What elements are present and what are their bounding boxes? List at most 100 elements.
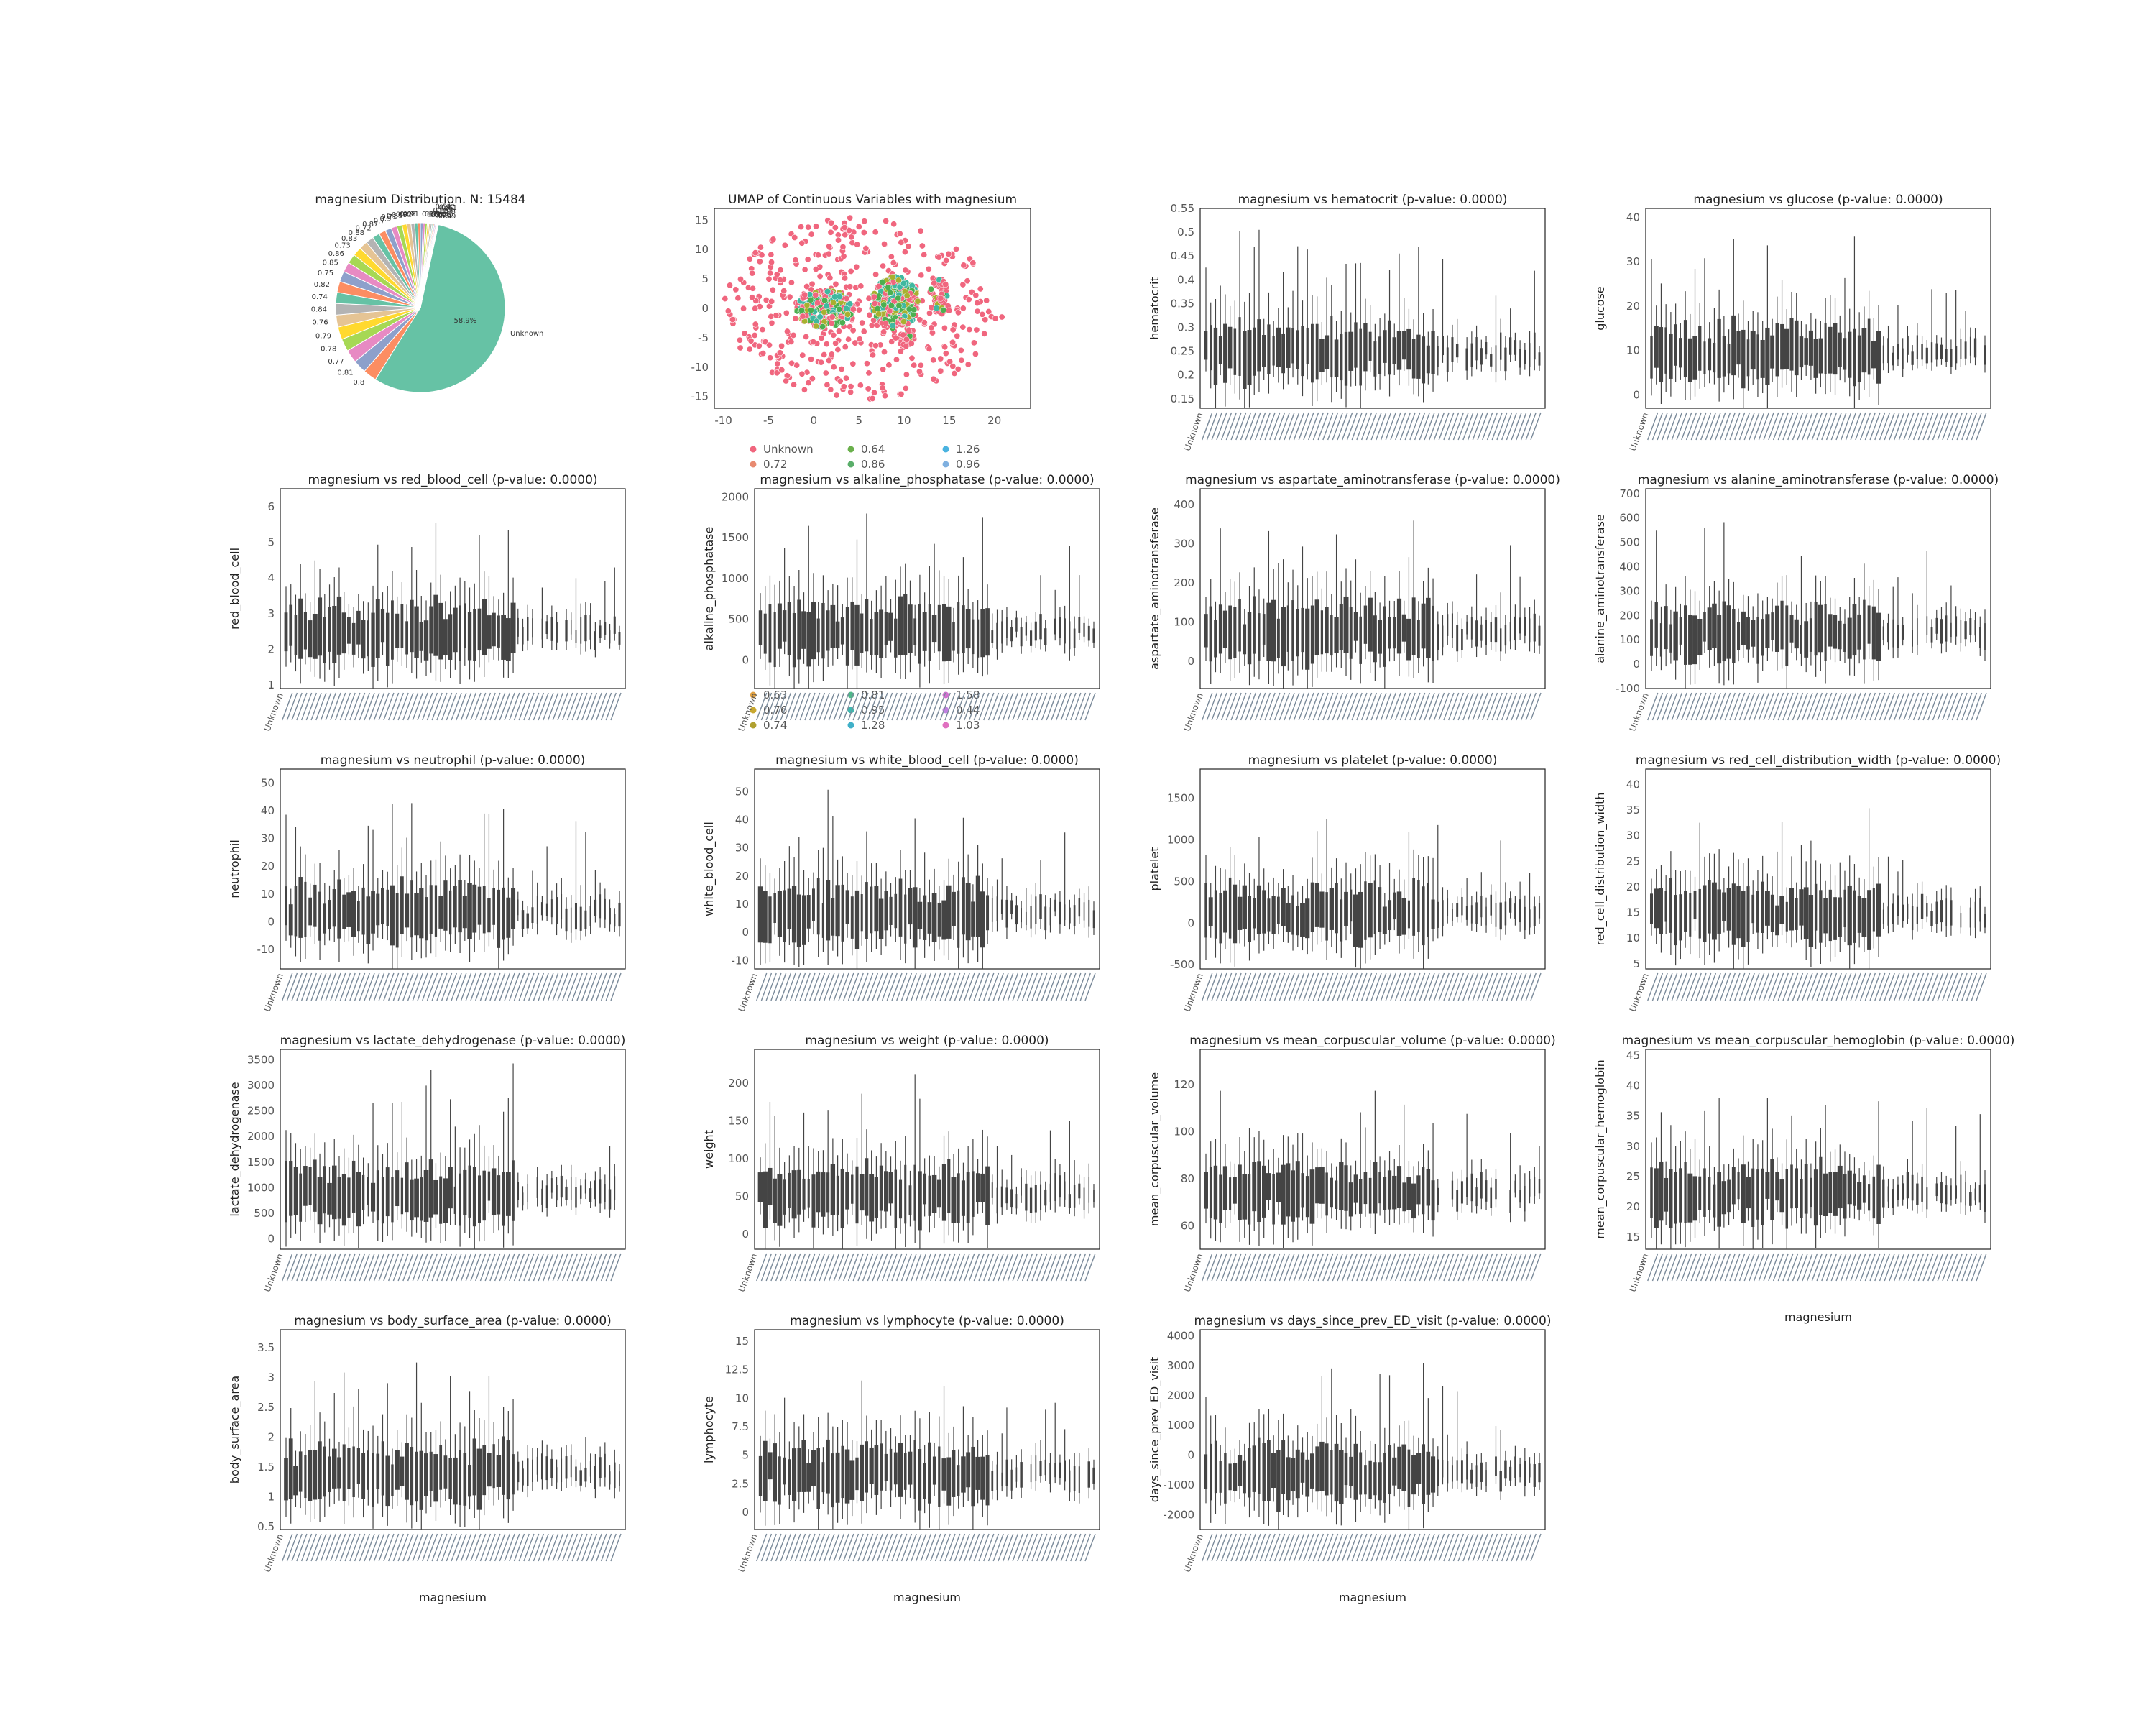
violin-x-tick-label-mark xyxy=(523,1253,535,1282)
violin-x-tick-label-mark xyxy=(1651,412,1664,441)
umap-point xyxy=(823,341,830,348)
violin-y-axis-label: mean_corpuscular_volume xyxy=(1148,1072,1162,1226)
umap-point xyxy=(805,224,812,231)
violin-body xyxy=(1335,883,1338,934)
violin-body xyxy=(1388,617,1391,649)
violin-body xyxy=(1847,617,1852,659)
violin-x-tick-label-mark xyxy=(1676,972,1687,1001)
violin-x-tick-label-mark xyxy=(852,972,864,1001)
violin-body xyxy=(763,891,768,943)
umap-legend-label: 0.86 xyxy=(861,458,885,471)
violin-panel-title: magnesium vs red_cell_distribution_width… xyxy=(1636,753,2001,768)
violin-x-tick-label-mark xyxy=(978,972,990,1001)
pie-slice-label: 0.65 xyxy=(430,211,446,219)
umap-point xyxy=(750,285,757,292)
violin-x-tick-label-mark xyxy=(1462,972,1474,1001)
umap-point xyxy=(799,313,806,320)
violin-x-tick-label-mark xyxy=(1225,972,1238,1001)
violin-x-tick-label-mark xyxy=(605,692,617,721)
violin-x-tick-label-mark xyxy=(479,692,492,721)
violin-body xyxy=(1305,1176,1309,1218)
pie-slice-label: 0.92 xyxy=(396,211,412,219)
violin-x-tick-label-mark xyxy=(1255,412,1266,441)
violin-body xyxy=(1416,1175,1421,1205)
violin-x-tick-label-mark xyxy=(1749,412,1760,441)
violin-body xyxy=(1984,623,1986,650)
violin-body xyxy=(1325,607,1329,654)
violin-x-tick-label-mark xyxy=(1482,692,1493,721)
violin-x-tick-label-mark xyxy=(460,692,472,721)
violin-x-tick-label-mark xyxy=(1419,412,1430,441)
violin-body xyxy=(1368,1177,1372,1214)
violin-body xyxy=(1960,339,1962,359)
violin-body xyxy=(972,1171,975,1217)
violin-x-tick-label-mark xyxy=(431,692,443,721)
umap-point xyxy=(952,246,959,253)
violin-body xyxy=(1707,607,1712,650)
pie-slice-label: 0.94 xyxy=(429,211,445,219)
violin-body xyxy=(1320,610,1324,655)
violin-body xyxy=(1344,1165,1348,1211)
violin-body xyxy=(1272,336,1275,366)
violin-body xyxy=(879,1165,883,1211)
violin-x-tick-label-mark xyxy=(1966,412,1978,441)
violin-x-tick-label-mark xyxy=(310,972,322,1001)
violin-body xyxy=(1286,1163,1291,1217)
violin-body xyxy=(1296,906,1299,936)
violin-x-tick-label-mark xyxy=(1211,412,1222,441)
violin-x-tick-label-mark xyxy=(571,1253,583,1282)
violin-body xyxy=(1470,905,1473,924)
umap-point xyxy=(847,283,854,290)
violin-body xyxy=(1789,888,1795,931)
violin-body xyxy=(428,1159,433,1218)
violin-x-tick-label-mark xyxy=(911,972,922,1001)
violin-x-tick-label-mark xyxy=(426,972,438,1001)
pie-slice-label: 0.86 xyxy=(328,250,344,258)
violin-x-tick-label-mark xyxy=(906,972,917,1001)
violin-body xyxy=(1266,1173,1271,1200)
violin-body xyxy=(1233,607,1237,658)
umap-point xyxy=(959,305,967,312)
violin-body xyxy=(1654,326,1659,368)
violin-x-tick-label-mark xyxy=(1346,972,1358,1001)
violin-x-tick-label-mark xyxy=(1754,972,1765,1001)
violin-x-tick-label-mark xyxy=(1889,412,1900,441)
violin-x-tick-label-mark xyxy=(1390,692,1401,721)
violin-body xyxy=(589,1188,592,1202)
violin-x-tick-label-mark xyxy=(1007,692,1019,721)
violin-x-tick-label-mark xyxy=(1908,972,1920,1001)
violin-x-tick-label-mark xyxy=(1380,972,1392,1001)
violin-body xyxy=(1833,323,1838,375)
violin-x-tick-label-mark xyxy=(1026,692,1038,721)
violin-x-tick-label-mark xyxy=(1235,972,1247,1001)
violin-x-tick-label-mark xyxy=(804,1253,816,1282)
violin-body xyxy=(1926,903,1928,917)
violin-body xyxy=(1213,327,1218,385)
violin-body xyxy=(1407,900,1410,929)
violin-x-tick-label-mark xyxy=(1317,692,1329,721)
violin-body xyxy=(604,898,606,920)
violin-x-tick-label-mark xyxy=(819,1253,830,1282)
violin-body xyxy=(517,899,519,916)
violin-x-tick-label-mark xyxy=(804,692,816,721)
violin-x-tick-label-mark xyxy=(383,692,395,721)
violin-body xyxy=(1353,894,1358,947)
violin-x-tick-label-mark xyxy=(1255,972,1266,1001)
violin-x-tick-label-mark xyxy=(494,1253,506,1282)
violin-x-tick-label-mark xyxy=(1452,972,1465,1001)
violin-body xyxy=(473,609,476,661)
violin-x-tick-label-mark xyxy=(1007,1253,1019,1282)
umap-point xyxy=(865,369,872,377)
violin-x-tick-label-mark xyxy=(1506,692,1518,721)
violin-x-tick-label-mark xyxy=(441,1253,453,1282)
umap-point xyxy=(791,381,798,388)
violin-x-tick-label-mark xyxy=(1657,412,1668,441)
violin-body xyxy=(1422,1167,1425,1215)
violin-x-tick-label-mark xyxy=(1084,692,1096,721)
violin-x-tick-label-mark xyxy=(1719,692,1731,721)
umap-point xyxy=(992,315,999,322)
violin-body xyxy=(1687,338,1692,382)
violin-x-tick-label-mark xyxy=(1419,692,1430,721)
violin-panel-title: magnesium vs alkaline_phosphatase (p-val… xyxy=(760,473,1094,487)
umap-point xyxy=(765,275,773,282)
